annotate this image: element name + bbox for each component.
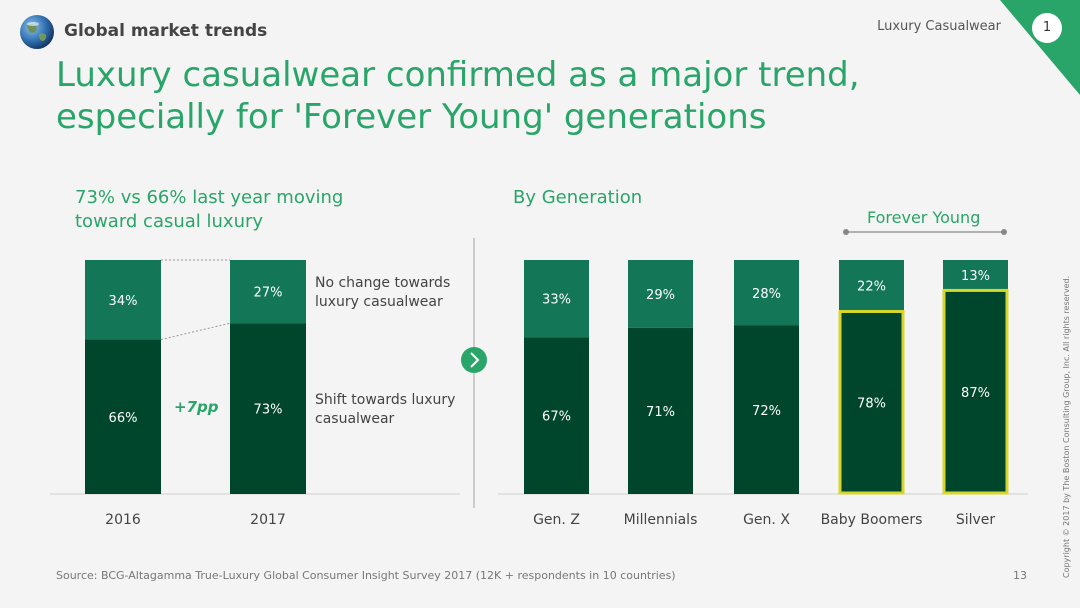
- delta-label: +7pp: [174, 398, 219, 416]
- legend-shift: Shift towards luxury casualwear: [315, 392, 456, 427]
- highlight-box-Silver: [942, 288, 1009, 495]
- bar-shift-Baby Boomers: [839, 311, 904, 494]
- label-shift-Gen. X: 72%: [752, 404, 781, 419]
- label-shift-Baby Boomers: 78%: [857, 397, 886, 412]
- arrow-icon: [461, 347, 487, 373]
- legend-no-change: No change towards luxury casualwear: [315, 275, 451, 310]
- label-shift-Gen. Z: 67%: [542, 410, 571, 425]
- bar-shift-2016: [85, 339, 161, 494]
- label-shift-Silver: 87%: [961, 386, 990, 401]
- bar-no-change-Gen. X: [734, 260, 799, 326]
- bar-no-change-Baby Boomers: [839, 260, 904, 312]
- label-no-change-Gen. X: 28%: [752, 287, 781, 302]
- category-label-2016: 2016: [105, 512, 141, 528]
- bar-no-change-Silver: [943, 260, 1008, 291]
- label-shift-2017: 73%: [254, 403, 283, 418]
- section-number-badge: 1: [1032, 13, 1062, 43]
- category-label-Millennials: Millennials: [624, 512, 698, 528]
- bar-shift-Silver: [943, 290, 1008, 494]
- label-no-change-Gen. Z: 33%: [542, 293, 571, 308]
- highlight-box-Baby Boomers: [838, 309, 905, 495]
- page-title: Luxury casualwear confirmed as a major t…: [56, 55, 860, 137]
- page-number: 13: [1013, 569, 1027, 582]
- bar-no-change-Gen. Z: [524, 260, 589, 338]
- label-no-change-2017: 27%: [254, 286, 283, 301]
- globe-icon: [20, 15, 54, 49]
- label-no-change-2016: 34%: [109, 294, 138, 309]
- source-note: Source: BCG-Altagamma True-Luxury Global…: [56, 569, 676, 582]
- header-title: Global market trends: [64, 21, 268, 41]
- copyright-note: Copyright © 2017 by The Boston Consultin…: [1062, 275, 1071, 578]
- forever-young-bracket: [843, 229, 1007, 235]
- left-chart: 34% 66% 2016 27% 73% 2017: [85, 259, 306, 528]
- right-subtitle: By Generation: [513, 187, 643, 208]
- bar-shift-Gen. Z: [524, 337, 589, 494]
- connector-shift: [160, 322, 231, 341]
- label-no-change-Silver: 13%: [961, 269, 990, 284]
- bar-no-change-2016: [85, 260, 161, 340]
- label-shift-Millennials: 71%: [646, 405, 675, 420]
- bar-shift-Millennials: [628, 327, 693, 494]
- category-label-Gen. Z: Gen. Z: [533, 512, 580, 528]
- category-label-Baby Boomers: Baby Boomers: [821, 512, 923, 528]
- category-label-2017: 2017: [250, 512, 286, 528]
- bar-no-change-Millennials: [628, 260, 693, 328]
- left-subtitle: 73% vs 66% last year moving toward casua…: [75, 187, 344, 232]
- right-chart: 33% 67% Gen. Z 29% 71% Millennials 28% 72% Gen. …: [524, 260, 1009, 528]
- category-label-Silver: Silver: [956, 512, 996, 528]
- category-label-Gen. X: Gen. X: [743, 512, 790, 528]
- label-no-change-Baby Boomers: 22%: [857, 280, 886, 295]
- bar-shift-Gen. X: [734, 325, 799, 494]
- label-shift-2016: 66%: [109, 411, 138, 426]
- section-label: Luxury Casualwear: [877, 19, 1001, 34]
- label-no-change-Millennials: 29%: [646, 288, 675, 303]
- forever-young-label: Forever Young: [867, 208, 981, 227]
- bar-shift-2017: [230, 323, 306, 494]
- bar-no-change-2017: [230, 260, 306, 324]
